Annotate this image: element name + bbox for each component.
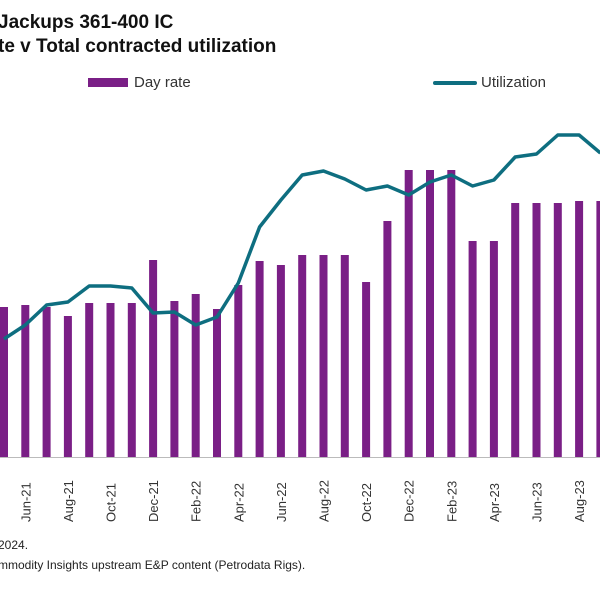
bar-day-rate <box>489 241 498 457</box>
bar-day-rate <box>383 221 392 457</box>
chart-subtitle: te v Total contracted utilization <box>0 36 277 57</box>
bar-day-rate <box>553 203 562 457</box>
x-tick-label: Oct-22 <box>359 483 374 522</box>
bar-day-rate <box>0 307 8 457</box>
x-tick-label: Aug-23 <box>572 480 587 522</box>
bar-day-rate <box>255 261 264 457</box>
bar-day-rate <box>532 203 541 457</box>
bar-day-rate <box>106 303 115 457</box>
bar-day-rate <box>149 260 158 457</box>
x-tick-label: Feb-22 <box>189 481 204 522</box>
line-utilization <box>3 133 600 341</box>
bar-day-rate <box>426 170 434 457</box>
bar-day-rate <box>42 307 51 457</box>
legend-item-utilization: Utilization <box>433 74 546 91</box>
bar-day-rate <box>447 170 456 457</box>
bar-day-rate <box>575 201 584 457</box>
legend-swatch-bar <box>88 78 128 87</box>
x-tick-label: Dec-22 <box>402 480 417 522</box>
x-tick-label: Feb-23 <box>444 481 459 522</box>
chart-title: Jackups 361-400 IC <box>0 12 174 33</box>
bar-day-rate <box>191 294 200 457</box>
bar-day-rate <box>127 303 136 457</box>
bar-day-rate <box>596 201 600 457</box>
legend-label: Utilization <box>481 74 547 91</box>
bar-day-rate <box>362 282 371 457</box>
bar-day-rate <box>63 316 72 457</box>
x-tick-label: Oct-21 <box>104 483 119 522</box>
bar-day-rate <box>468 241 477 457</box>
x-tick-label: Jun-22 <box>274 482 289 522</box>
bar-day-rate <box>234 285 243 457</box>
legend-label: Day rate <box>134 74 191 91</box>
bar-day-rate <box>298 255 307 457</box>
x-tick-label: Apr-23 <box>487 483 502 522</box>
bar-day-rate <box>276 265 285 457</box>
bar-day-rate <box>213 309 221 457</box>
bar-day-rate <box>511 203 520 457</box>
bar-day-rate <box>319 255 328 457</box>
x-tick-label: Jun-21 <box>18 482 33 522</box>
bar-day-rate <box>340 255 349 457</box>
footnote-date: 2024. <box>0 538 29 552</box>
bar-day-rate <box>404 170 413 457</box>
x-tick-label: Apr-22 <box>231 483 246 522</box>
x-tick-label: Jun-23 <box>530 482 545 522</box>
x-tick-label: Aug-22 <box>317 480 332 522</box>
bar-day-rate <box>21 305 30 457</box>
x-tick-label: Aug-21 <box>61 480 76 522</box>
footnote-source: mmodity Insights upstream E&P content (P… <box>0 558 306 572</box>
legend-item-day-rate: Day rate <box>88 74 191 91</box>
bar-day-rate <box>170 301 179 457</box>
x-tick-label: Dec-21 <box>146 480 161 522</box>
bar-day-rate <box>85 303 94 457</box>
legend-swatch-line <box>433 80 477 85</box>
